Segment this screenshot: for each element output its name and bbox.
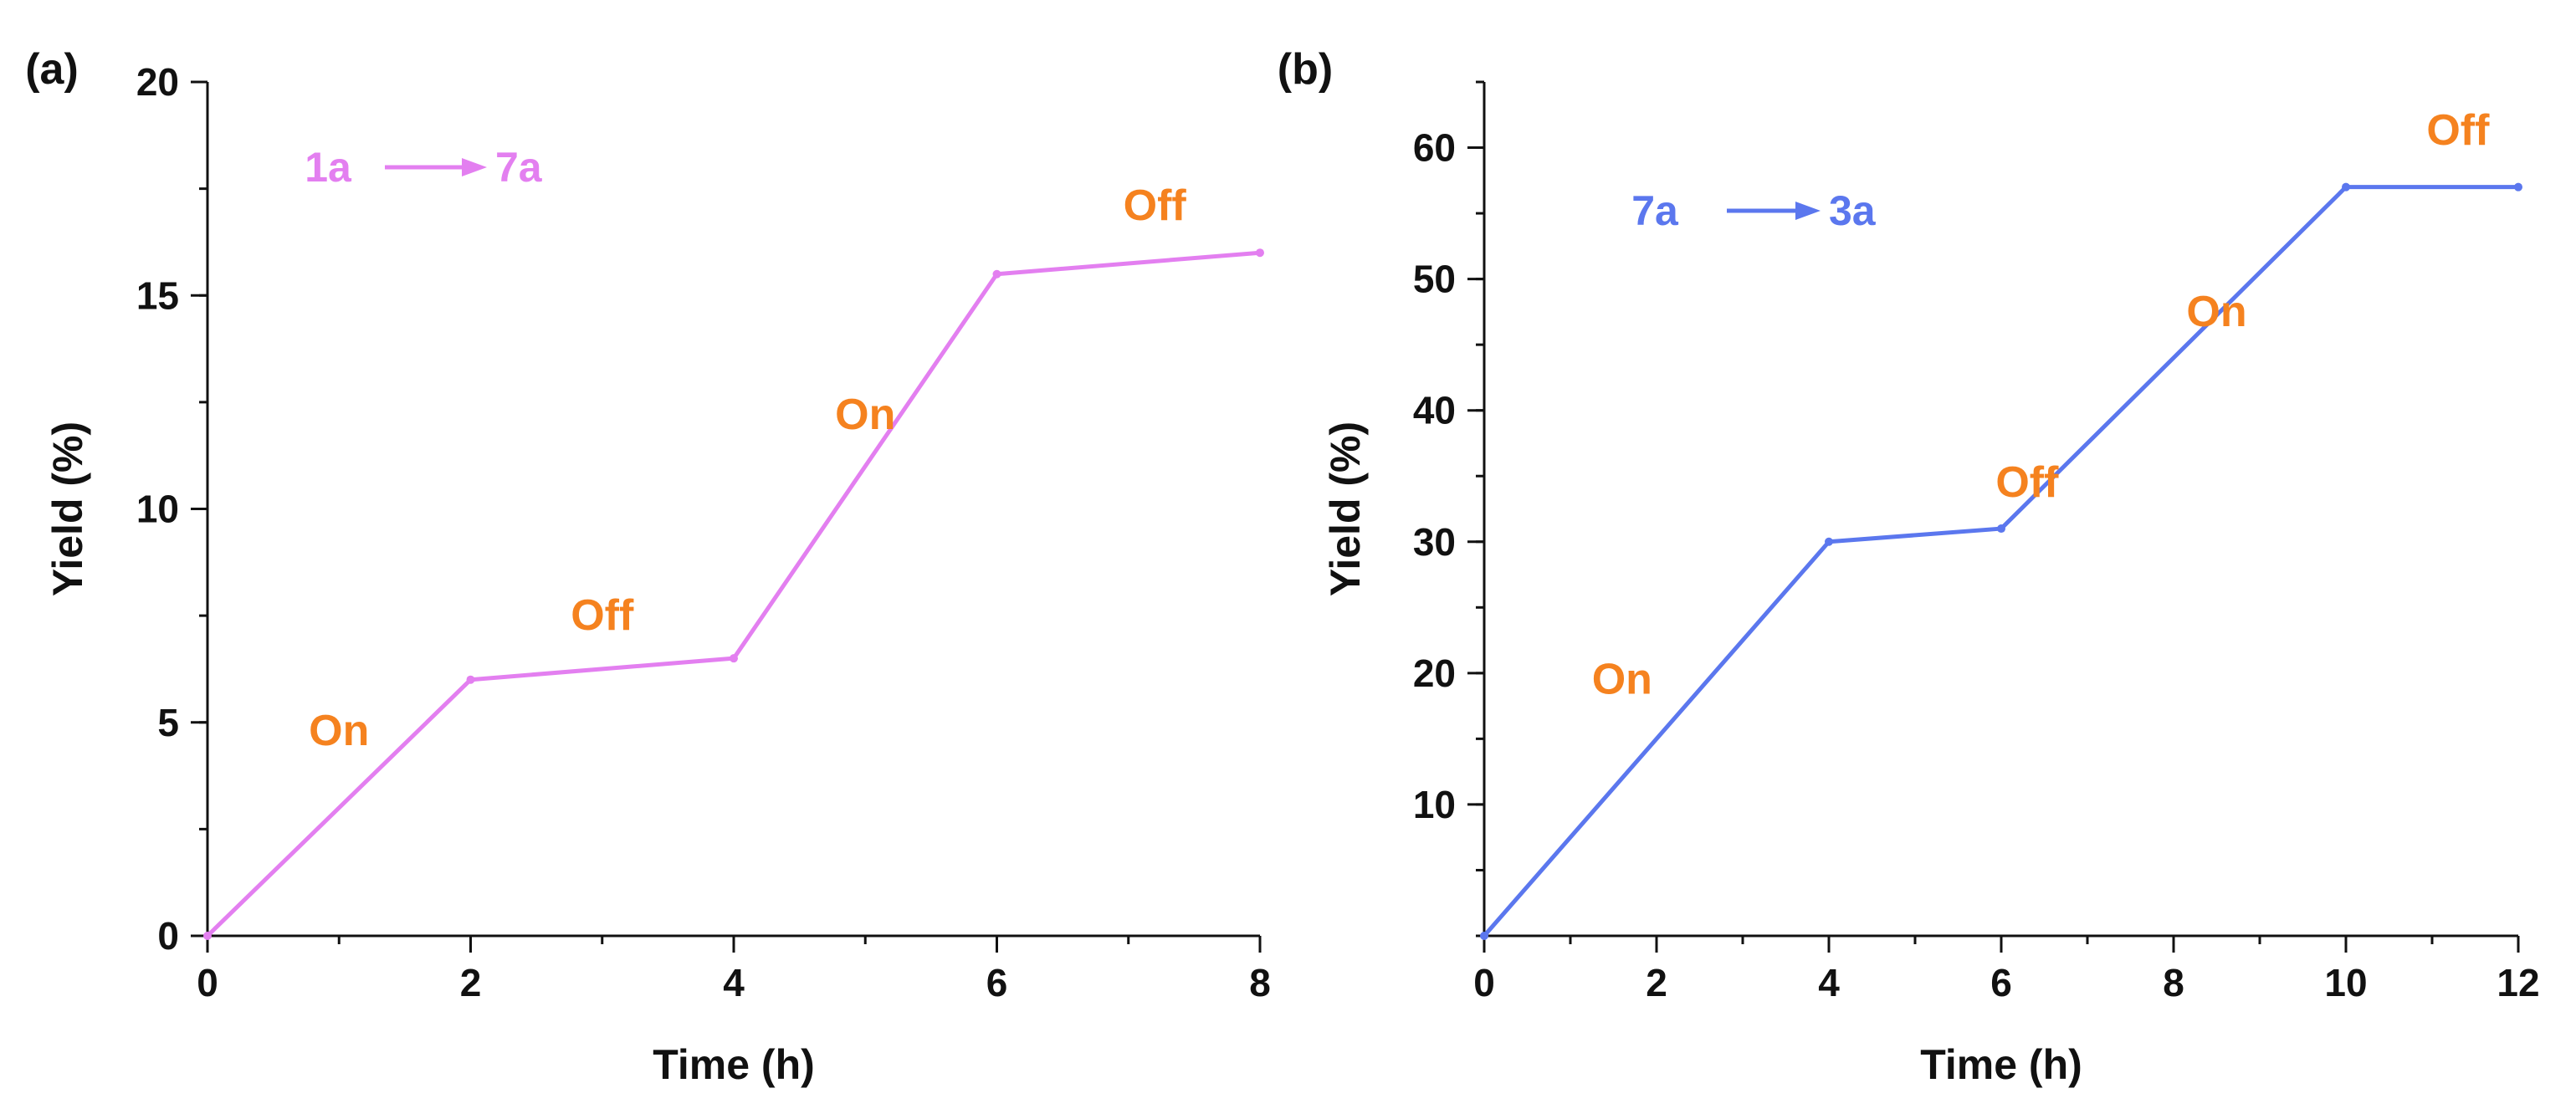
panel-b-chart: 0 2 4 6 8 10 12 10 20 30 40 50 60 Time (h) Yield (%) (b… [1278,45,2540,1088]
panel-a-chart: 0 2 4 6 8 0 5 10 15 20 Time (h) Yield (%) (a) 1a 7a On O… [25,45,1271,1088]
y-axis-title: Yield (%) [1322,422,1369,596]
state-annotation: On [309,707,369,755]
reaction-from-label: 1a [305,144,352,191]
reaction-to-label: 7a [495,144,543,191]
panel-label: (a) [25,45,79,94]
y-tick-label: 0 [157,914,179,958]
x-tick-label: 4 [1818,961,1840,1004]
state-annotation: Off [1995,458,2059,507]
x-tick-label: 8 [2163,961,2184,1004]
y-axis-title: Yield (%) [44,422,91,596]
x-tick-label: 8 [1249,961,1271,1004]
data-point [203,932,212,940]
x-tick-label: 0 [197,961,218,1004]
y-tick-label: 20 [136,60,179,104]
y-tick-label: 10 [1413,783,1456,826]
y-tick-label: 30 [1413,520,1456,564]
data-point [1825,537,1833,546]
x-tick-label: 2 [460,961,482,1004]
reaction-to-label: 3a [1829,187,1877,234]
data-point [1997,524,2005,534]
y-tick-label: 50 [1413,258,1456,301]
data-point [1480,932,1488,940]
data-point [730,654,738,663]
series-line [206,250,1261,938]
x-axis-title: Time (h) [653,1041,815,1088]
data-point [992,269,1001,278]
state-annotation: Off [2426,106,2490,155]
y-tick-label: 10 [136,488,179,531]
x-tick-label: 2 [1646,961,1667,1004]
data-point [1256,248,1264,258]
y-tick-label: 5 [157,701,179,744]
reaction-from-label: 7a [1631,187,1679,234]
x-axis-title: Time (h) [1920,1041,2082,1088]
reaction-arrow-icon [462,158,487,176]
panel-label: (b) [1278,45,1333,94]
y-tick-label: 15 [136,273,179,317]
x-tick-label: 6 [1990,961,2012,1004]
state-annotation: On [1592,656,1652,704]
reaction-arrow-icon [1795,202,1821,220]
x-tick-label: 10 [2324,961,2367,1004]
data-point [466,675,475,684]
y-tick-label: 20 [1413,651,1456,695]
x-tick-label: 0 [1473,961,1495,1004]
x-tick-label: 4 [723,961,745,1004]
data-point [2342,182,2350,192]
y-tick-label: 40 [1413,389,1456,432]
state-annotation: On [2186,288,2246,336]
state-annotation: Off [1124,181,1187,230]
data-point [2514,182,2522,192]
x-tick-label: 12 [2497,961,2539,1004]
y-tick-label: 60 [1413,126,1456,170]
state-annotation: On [835,391,895,439]
series-line [1483,185,2518,938]
x-tick-label: 6 [986,961,1008,1004]
state-annotation: Off [571,591,634,640]
